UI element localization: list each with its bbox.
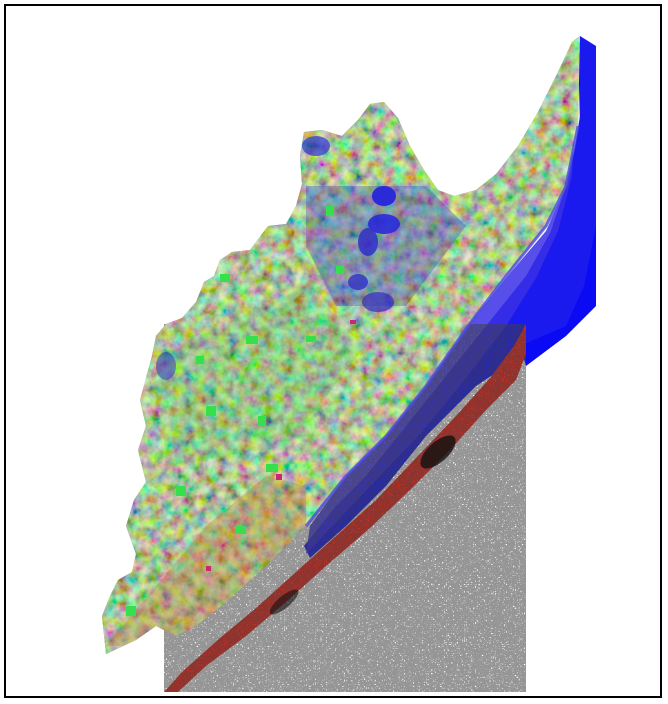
dense-dark-patch [420, 435, 456, 469]
map-frame [4, 4, 662, 698]
lagoon-area [304, 36, 596, 558]
dark-patch-small [269, 589, 299, 615]
lagoon-shallow [306, 66, 578, 554]
shoreline-edge [304, 125, 580, 527]
satellite-false-color-map [102, 36, 596, 692]
